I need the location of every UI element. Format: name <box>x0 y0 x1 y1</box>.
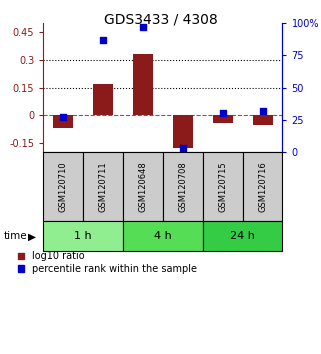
Bar <box>203 152 243 221</box>
Bar <box>93 84 113 115</box>
Text: GSM120711: GSM120711 <box>99 161 108 212</box>
Text: GSM120715: GSM120715 <box>218 161 227 212</box>
Bar <box>253 115 273 125</box>
Text: time: time <box>3 231 27 241</box>
Point <box>140 24 145 30</box>
Text: GDS3433 / 4308: GDS3433 / 4308 <box>104 12 217 27</box>
Point <box>61 114 66 120</box>
Bar <box>243 152 282 221</box>
Bar <box>53 115 73 128</box>
Bar <box>203 221 282 251</box>
Text: ▶: ▶ <box>28 231 36 241</box>
Text: GSM120710: GSM120710 <box>59 161 68 212</box>
Bar <box>133 55 153 115</box>
Bar <box>213 115 233 123</box>
Point <box>220 111 225 116</box>
Text: 1 h: 1 h <box>74 231 92 241</box>
Bar <box>43 152 83 221</box>
Bar <box>173 115 193 148</box>
Bar <box>163 152 203 221</box>
Bar <box>123 221 203 251</box>
Text: 24 h: 24 h <box>230 231 255 241</box>
Bar <box>123 152 163 221</box>
Point <box>260 108 265 114</box>
Text: 4 h: 4 h <box>154 231 172 241</box>
Bar <box>43 221 123 251</box>
Legend: log10 ratio, percentile rank within the sample: log10 ratio, percentile rank within the … <box>18 251 197 274</box>
Text: GSM120648: GSM120648 <box>138 161 147 212</box>
Text: GSM120716: GSM120716 <box>258 161 267 212</box>
Point <box>180 145 186 151</box>
Bar <box>83 152 123 221</box>
Point <box>100 37 106 42</box>
Text: GSM120708: GSM120708 <box>178 161 187 212</box>
